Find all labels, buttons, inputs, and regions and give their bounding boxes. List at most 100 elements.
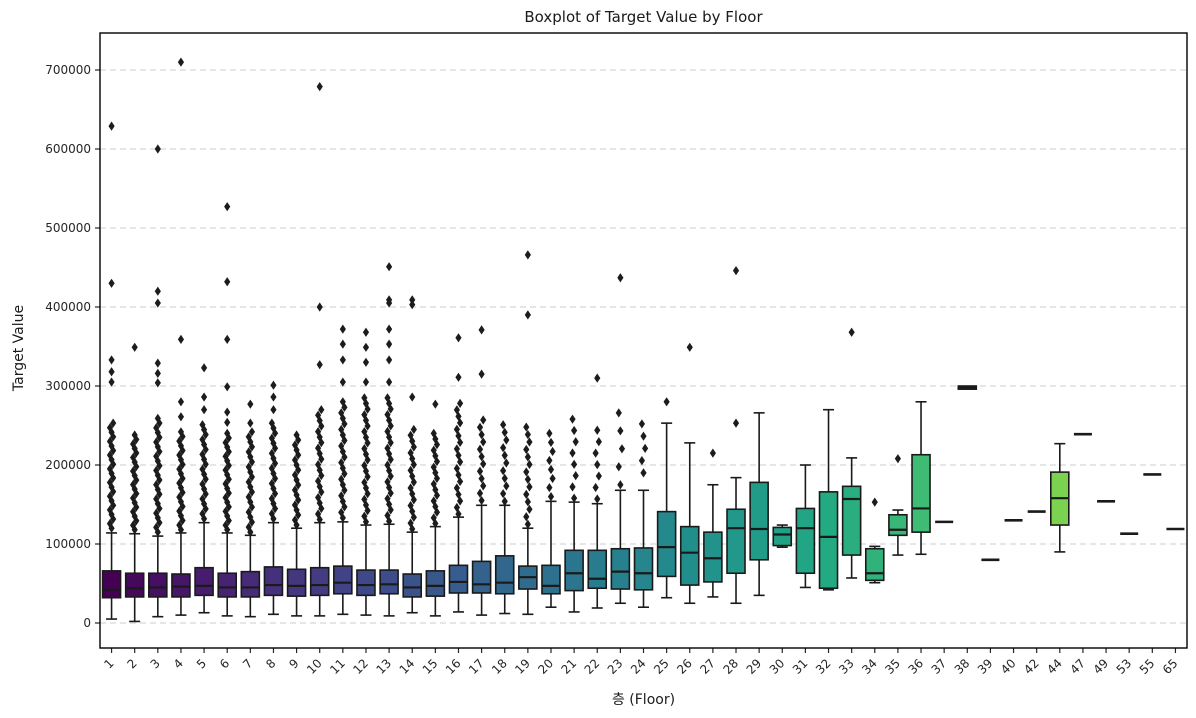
outlier-diamond [295, 495, 302, 505]
x-tick-label: 3 [148, 656, 163, 671]
outlier-diamond [385, 324, 393, 334]
outlier-diamond [177, 427, 185, 437]
outlier-diamond [153, 494, 160, 504]
x-tick-label: 17 [466, 656, 487, 677]
outlier-diamond [108, 355, 115, 365]
outlier-diamond [245, 462, 252, 472]
outlier-diamond [153, 423, 160, 433]
outlier-diamond [523, 512, 530, 522]
outlier-diamond [523, 489, 530, 499]
outlier-diamond [154, 286, 161, 296]
outlier-diamond [179, 487, 186, 498]
box-floor-17 [471, 560, 492, 594]
outlier-diamond [364, 421, 371, 431]
outlier-diamond [318, 438, 325, 448]
box-floor-8 [263, 566, 284, 597]
x-tick-label: 38 [952, 656, 973, 677]
outlier-diamond [176, 450, 183, 460]
outlier-diamond [106, 477, 114, 488]
outlier-diamond [270, 499, 277, 509]
outlier-diamond [455, 431, 462, 441]
outlier-diamond [271, 504, 279, 514]
box-floor-34 [864, 547, 885, 582]
outlier-diamond [432, 434, 439, 444]
outlier-diamond [154, 499, 161, 509]
outlier-diamond [177, 455, 185, 465]
outlier-diamond [686, 342, 693, 352]
outlier-diamond [339, 480, 346, 490]
box-floor-4 [171, 573, 191, 598]
outlier-diamond [338, 441, 345, 451]
outlier-diamond [453, 405, 460, 415]
outlier-diamond [407, 430, 414, 440]
outlier-diamond [524, 452, 531, 462]
outlier-diamond [572, 471, 579, 481]
outlier-diamond [361, 393, 368, 403]
outlier-diamond [108, 482, 115, 492]
outlier-diamond [455, 372, 462, 382]
outlier-diamond [110, 459, 117, 469]
outlier-diamond [432, 399, 439, 409]
outlier-diamond [524, 250, 531, 260]
outlier-diamond [595, 437, 602, 447]
outlier-diamond [361, 410, 368, 420]
outlier-diamond [500, 466, 507, 476]
outlier-diamond [526, 504, 533, 514]
x-tick-label: 9 [286, 656, 301, 671]
outlier-diamond [245, 522, 252, 532]
outlier-diamond [339, 430, 346, 440]
outlier-diamond [871, 497, 878, 507]
outlier-diamond [432, 518, 439, 529]
outlier-diamond [295, 435, 302, 445]
outlier-diamond [179, 473, 186, 484]
box-floor-26 [679, 525, 700, 586]
outlier-diamond [476, 488, 484, 498]
outlier-diamond [315, 476, 322, 486]
outlier-diamond [199, 509, 206, 519]
outlier-diamond [268, 509, 275, 519]
x-tick-label: 20 [535, 656, 556, 677]
outlier-diamond [338, 458, 345, 468]
outlier-diamond [106, 450, 114, 460]
outlier-diamond [224, 470, 231, 480]
box-floor-20 [541, 564, 561, 595]
outlier-diamond [524, 310, 531, 320]
y-axis-label: Target Value [11, 304, 27, 392]
outlier-diamond [338, 474, 345, 484]
outlier-diamond [546, 455, 553, 466]
outlier-diamond [638, 456, 645, 466]
x-tick-label: 11 [327, 656, 348, 677]
outlier-diamond [247, 437, 254, 447]
outlier-diamond [384, 443, 391, 453]
chart-title: Boxplot of Target Value by Floor [524, 8, 763, 26]
outlier-diamond [153, 480, 160, 490]
box-floor-1 [101, 570, 122, 599]
outlier-diamond [248, 427, 256, 437]
outlier-diamond [453, 444, 460, 454]
outlier-diamond [407, 465, 414, 476]
outlier-diamond [156, 503, 163, 514]
outlier-diamond [154, 413, 161, 423]
outlier-diamond [453, 424, 460, 435]
outlier-diamond [364, 506, 371, 516]
outlier-diamond [268, 433, 275, 443]
outlier-diamond [224, 428, 231, 438]
outlier-diamond [339, 513, 346, 523]
outlier-diamond [407, 483, 414, 493]
outlier-diamond [318, 454, 325, 464]
outlier-diamond [500, 420, 507, 430]
outlier-diamond [200, 392, 208, 402]
outlier-diamond [270, 405, 277, 415]
outlier-diamond [549, 446, 556, 457]
outlier-diamond [222, 493, 229, 503]
x-tick-label: 55 [1137, 656, 1158, 677]
x-tick-label: 25 [651, 656, 672, 677]
outlier-diamond [339, 446, 346, 457]
box-floor-9 [286, 568, 307, 597]
outlier-diamond [153, 465, 160, 476]
outlier-diamond [478, 495, 485, 506]
outlier-diamond [362, 357, 370, 367]
outlier-diamond [224, 417, 231, 427]
outlier-diamond [455, 411, 462, 421]
outlier-diamond [268, 463, 275, 474]
